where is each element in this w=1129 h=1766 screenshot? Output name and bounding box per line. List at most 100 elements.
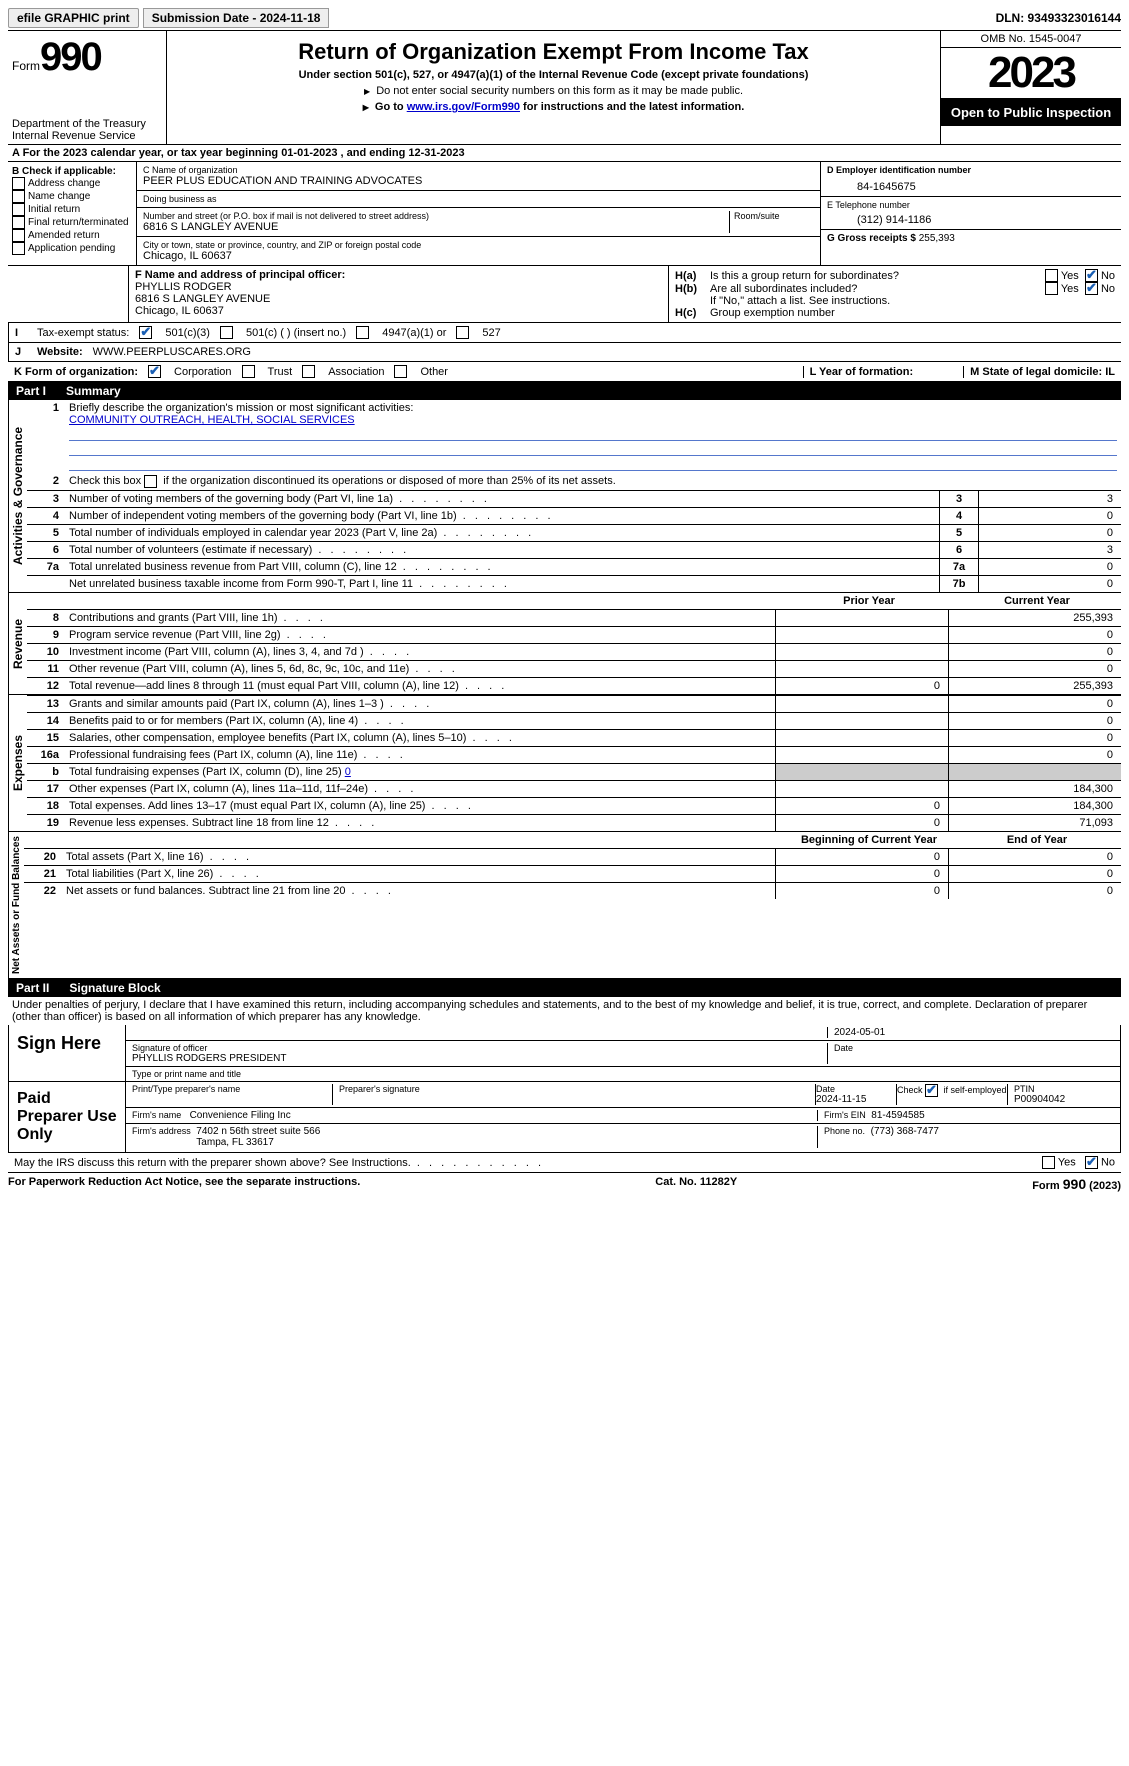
b-checkbox-5[interactable] <box>12 242 25 255</box>
501c3-label: 501(c)(3) <box>165 327 210 339</box>
4947-checkbox[interactable] <box>356 326 369 339</box>
yes-label: Yes <box>1058 1156 1076 1168</box>
line-18-prior: 0 <box>776 798 949 815</box>
end-year-head: End of Year <box>953 832 1121 848</box>
h-b-note: If "No," attach a list. See instructions… <box>675 295 1115 307</box>
dln-label: DLN: 93493323016144 <box>996 11 1121 25</box>
hb-no-checkbox[interactable] <box>1085 282 1098 295</box>
line-13-current: 0 <box>949 696 1122 713</box>
g-gross-lbl: G Gross receipts $ <box>827 233 916 244</box>
line-21-current: 0 <box>949 866 1122 883</box>
trust-checkbox[interactable] <box>242 365 255 378</box>
phone-val: (312) 914-1186 <box>827 210 1115 226</box>
j-lbl: Website: <box>37 346 83 358</box>
part2-num: Part II <box>16 981 49 995</box>
firm-addr-lbl: Firm's address <box>132 1126 191 1136</box>
line-7b-value: 0 <box>979 576 1122 593</box>
prep-date-val: 2024-11-15 <box>816 1094 896 1105</box>
side-governance: Activities & Governance <box>8 400 27 592</box>
c-name-lbl: C Name of organization <box>143 165 814 175</box>
ha-yes-checkbox[interactable] <box>1045 269 1058 282</box>
beg-year-head: Beginning of Current Year <box>785 832 953 848</box>
prep-sig-lbl: Preparer's signature <box>339 1084 815 1094</box>
firm-ein-lbl: Firm's EIN <box>824 1110 866 1120</box>
m-lbl: M State of legal domicile: IL <box>970 366 1115 378</box>
d-ein-lbl: D Employer identification number <box>827 165 1115 175</box>
discuss-text: May the IRS discuss this return with the… <box>14 1157 411 1169</box>
part1-header: Part I Summary <box>8 382 1121 400</box>
city-lbl: City or town, state or province, country… <box>143 240 814 250</box>
line-7a-value: 0 <box>979 559 1122 576</box>
goto-post: for instructions and the latest informat… <box>520 101 744 113</box>
b-checkbox-3[interactable] <box>12 216 25 229</box>
discuss-no-checkbox[interactable] <box>1085 1156 1098 1169</box>
footer-mid: Cat. No. 11282Y <box>655 1176 737 1192</box>
corp-checkbox[interactable] <box>148 365 161 378</box>
form-header: Form990 Department of the Treasury Inter… <box>8 30 1121 145</box>
corp-label: Corporation <box>174 366 231 378</box>
other-checkbox[interactable] <box>394 365 407 378</box>
b-checkbox-1[interactable] <box>12 190 25 203</box>
hb-yes-checkbox[interactable] <box>1045 282 1058 295</box>
side-net-assets: Net Assets or Fund Balances <box>8 832 24 978</box>
perjury-text: Under penalties of perjury, I declare th… <box>8 997 1121 1025</box>
line-12-prior: 0 <box>776 678 949 695</box>
firm-name-lbl: Firm's name <box>132 1110 181 1120</box>
line-11-prior <box>776 661 949 678</box>
room-lbl: Room/suite <box>734 211 814 221</box>
line-18-current: 184,300 <box>949 798 1122 815</box>
ptin-lbl: PTIN <box>1014 1084 1114 1094</box>
prep-name-lbl: Print/Type preparer's name <box>132 1084 332 1094</box>
assoc-checkbox[interactable] <box>302 365 315 378</box>
efile-print-button[interactable]: efile GRAPHIC print <box>8 8 139 28</box>
side-expenses: Expenses <box>8 695 27 831</box>
header-sub1: Under section 501(c), 527, or 4947(a)(1)… <box>175 69 932 81</box>
b-item-label: Address change <box>28 178 100 189</box>
street-lbl: Number and street (or P.O. box if mail i… <box>143 211 725 221</box>
yes-label: Yes <box>1061 270 1079 282</box>
f-h-row: F Name and address of principal officer:… <box>8 266 1121 323</box>
f-lbl: F Name and address of principal officer: <box>135 269 662 281</box>
footer-left: For Paperwork Reduction Act Notice, see … <box>8 1176 360 1192</box>
501c3-checkbox[interactable] <box>139 326 152 339</box>
prior-year-head: Prior Year <box>785 593 953 609</box>
b-title: B Check if applicable: <box>12 166 132 177</box>
527-checkbox[interactable] <box>456 326 469 339</box>
other-label: Other <box>420 366 448 378</box>
type-print-lbl: Type or print name and title <box>132 1069 241 1079</box>
line-11-current: 0 <box>949 661 1122 678</box>
sig-officer-val: PHYLLIS RODGERS PRESIDENT <box>132 1053 827 1064</box>
b-checkbox-2[interactable] <box>12 203 25 216</box>
mission-text: COMMUNITY OUTREACH, HEALTH, SOCIAL SERVI… <box>69 414 355 426</box>
sign-here-label: Sign Here <box>9 1025 126 1081</box>
b-item-label: Application pending <box>28 243 115 254</box>
b-checkbox-4[interactable] <box>12 229 25 242</box>
prep-date-lbl: Date <box>816 1084 896 1094</box>
discuss-yes-checkbox[interactable] <box>1042 1156 1055 1169</box>
entity-grid: B Check if applicable: Address change Nam… <box>8 162 1121 266</box>
line-10-prior <box>776 644 949 661</box>
paid-preparer-label: Paid Preparer Use Only <box>9 1082 126 1152</box>
self-emp-checkbox[interactable] <box>925 1084 938 1097</box>
firm-ein-val: 81-4594585 <box>871 1110 924 1121</box>
gross-val: 255,393 <box>919 233 955 244</box>
part2-title: Signature Block <box>69 981 160 995</box>
submission-date-button[interactable]: Submission Date - 2024-11-18 <box>143 8 330 28</box>
no-label: No <box>1101 270 1115 282</box>
form-number: 990 <box>40 35 101 79</box>
no-label: No <box>1101 283 1115 295</box>
b-item-label: Name change <box>28 191 90 202</box>
city-val: Chicago, IL 60637 <box>143 250 814 262</box>
no-label: No <box>1101 1156 1115 1168</box>
l1-lbl: Briefly describe the organization's miss… <box>69 402 413 414</box>
b-checkbox-0[interactable] <box>12 177 25 190</box>
l2-checkbox[interactable] <box>144 475 157 488</box>
line-17-current: 184,300 <box>949 781 1122 798</box>
org-name: PEER PLUS EDUCATION AND TRAINING ADVOCAT… <box>143 175 814 187</box>
line-5-value: 0 <box>979 525 1122 542</box>
goto-pre: Go to <box>375 101 407 113</box>
irs-link[interactable]: www.irs.gov/Form990 <box>407 101 520 113</box>
row-a-period: A For the 2023 calendar year, or tax yea… <box>8 145 1121 162</box>
501c-checkbox[interactable] <box>220 326 233 339</box>
line-12-current: 255,393 <box>949 678 1122 695</box>
